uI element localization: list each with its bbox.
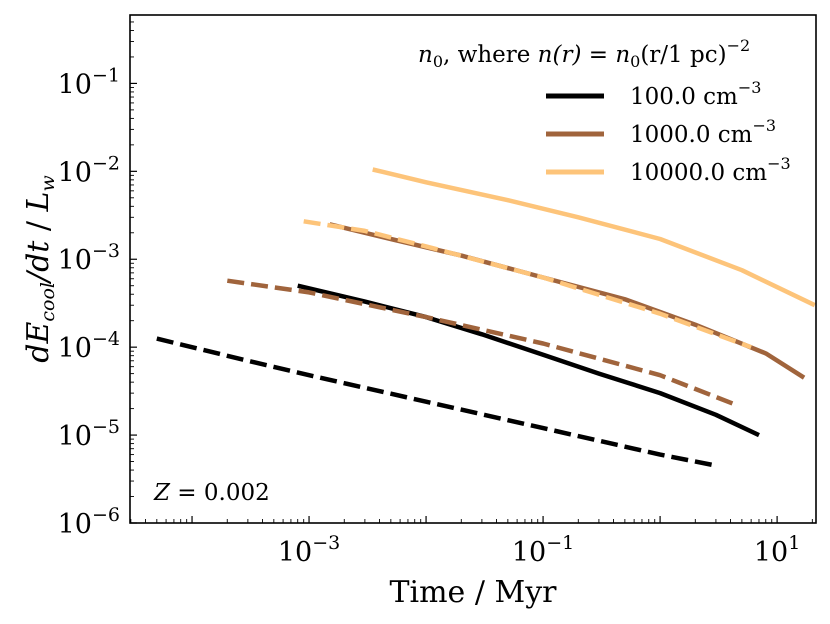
series-solid-line-0	[297, 283, 760, 438]
series-dashed-line-0	[156, 336, 717, 468]
legend-title: n0, where n(r) = n0(r/1 pc)−2	[418, 36, 750, 71]
legend-title-r: (r/1 pc)	[640, 42, 726, 68]
annotation-rest: = 0.002	[170, 480, 270, 506]
y-title-w: w	[37, 175, 59, 191]
x-tick-label: 10−1	[512, 532, 574, 568]
y-tick-label: 10−1	[58, 64, 120, 100]
x-tick-label: 101	[754, 532, 800, 568]
legend-title-n: n	[418, 42, 433, 68]
series-dashed-line-2	[303, 219, 752, 350]
y-tick-label: 10−4	[58, 328, 120, 364]
x-axis-title: Time / Myr	[390, 575, 558, 610]
series-solid-line-1	[329, 222, 806, 380]
legend-label-1: 1000.0 cm−3	[630, 116, 776, 148]
legend-title-n-sub: 0	[433, 52, 443, 71]
y-title-slash: /	[21, 211, 56, 240]
legend-title-n-sub2: 0	[630, 52, 640, 71]
series-layer	[156, 167, 816, 468]
series-dashed-line-1	[226, 278, 738, 408]
legend-title-sup: −2	[727, 36, 751, 55]
legend-title-eq: n(r) = n	[538, 42, 630, 68]
legend-entries: 100.0 cm−3 1000.0 cm−3 10000.0 cm−3	[546, 78, 791, 186]
series-solid-line-2	[372, 167, 816, 308]
y-axis-title: dEcool/dt / Lw	[21, 175, 59, 362]
y-title-dt: /dt	[21, 240, 56, 285]
legend-title-where: , where	[443, 42, 538, 68]
y-tick-label: 10−2	[58, 152, 120, 188]
ticks-layer: 10−3 10−1 101 10−6 10−5 10−4 10−3 10−2 10−1	[58, 21, 813, 568]
legend-label-0: 100.0 cm−3	[630, 78, 761, 110]
metallicity-annotation: Z = 0.002	[153, 480, 270, 506]
y-tick-label: 10−5	[58, 416, 120, 452]
x-tick-label: 10−3	[278, 532, 340, 568]
y-title-de: dE	[21, 322, 56, 363]
y-tick-label: 10−3	[58, 240, 120, 276]
legend-label-2: 10000.0 cm−3	[630, 154, 791, 186]
y-title-cool: cool	[37, 282, 59, 322]
legend: n0, where n(r) = n0(r/1 pc)−2 100.0 cm−3…	[418, 36, 791, 186]
y-title-l: L	[21, 192, 56, 213]
y-tick-label: 10−6	[58, 504, 120, 540]
annotation-var: Z	[153, 480, 171, 506]
plot-frame	[129, 14, 817, 524]
